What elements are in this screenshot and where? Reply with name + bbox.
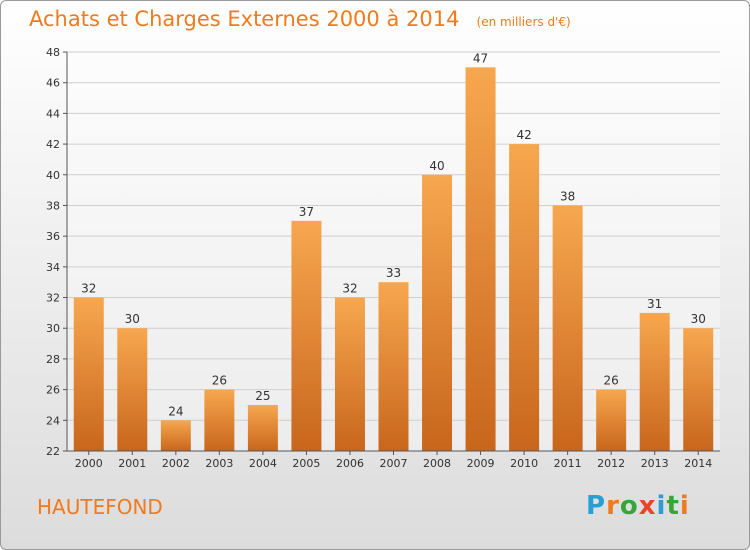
y-tick-label: 40 — [46, 169, 60, 182]
bar — [247, 404, 278, 451]
logo-letter: P — [586, 491, 607, 521]
x-tick-label: 2012 — [597, 457, 625, 470]
chart-title: Achats et Charges Externes 2000 à 2014 — [29, 7, 460, 31]
x-tick-label: 2011 — [554, 457, 582, 470]
x-tick-label: 2007 — [380, 457, 408, 470]
y-tick-label: 42 — [46, 138, 60, 151]
bar — [596, 389, 627, 451]
data-label: 33 — [386, 266, 401, 280]
logo-letter: o — [619, 491, 639, 521]
chart-subtitle: (en milliers d'€) — [476, 15, 571, 29]
y-tick-label: 24 — [46, 414, 60, 427]
y-tick-label: 38 — [46, 199, 60, 212]
bar — [334, 297, 365, 451]
data-label: 32 — [81, 282, 96, 296]
data-label: 37 — [299, 205, 314, 219]
axis-layer: 22 24 26 28 30 32 34 36 38 40 42 44 46 48 2000 2001 2002… — [46, 46, 720, 470]
data-label: 24 — [168, 404, 183, 418]
x-tick-label: 2005 — [292, 457, 320, 470]
commune-name: HAUTEFOND — [37, 495, 163, 519]
bar — [204, 389, 235, 451]
logo-letter: r — [606, 491, 620, 521]
bar — [73, 297, 104, 451]
data-label: 25 — [255, 389, 270, 403]
bar — [117, 328, 148, 451]
y-tick-label: 22 — [46, 445, 60, 458]
data-label: 38 — [560, 189, 575, 203]
x-tick-label: 2013 — [641, 457, 669, 470]
x-tick-label: 2010 — [510, 457, 538, 470]
bar — [291, 220, 322, 451]
y-tick-label: 28 — [46, 353, 60, 366]
bar — [160, 420, 191, 451]
x-tick-label: 2014 — [684, 457, 712, 470]
y-tick-label: 32 — [46, 292, 60, 305]
logo-letter: i — [679, 491, 690, 521]
y-tick-label: 36 — [46, 230, 60, 243]
bar — [683, 328, 714, 451]
data-label: 30 — [125, 312, 140, 326]
data-label: 26 — [604, 374, 619, 388]
x-tick-label: 2009 — [467, 457, 495, 470]
bar — [465, 67, 496, 451]
bar — [639, 312, 670, 451]
data-label: 31 — [647, 297, 662, 311]
y-tick-label: 34 — [46, 261, 60, 274]
data-label: 47 — [473, 51, 488, 65]
data-label: 40 — [429, 159, 444, 173]
data-label: 30 — [691, 312, 706, 326]
bar-layer: 32 30 24 26 25 37 32 33 40 47 42 38 26 31 30 — [73, 51, 714, 452]
data-label: 42 — [516, 128, 531, 142]
bar — [422, 174, 453, 451]
x-tick-label: 2008 — [423, 457, 451, 470]
bar — [378, 282, 409, 451]
x-tick-label: 2002 — [162, 457, 190, 470]
title-block: Achats et Charges Externes 2000 à 2014 (… — [29, 7, 571, 31]
y-tick-label: 30 — [46, 322, 60, 335]
proxiti-logo: Proxiti — [586, 491, 690, 521]
logo-letter: i — [656, 491, 667, 521]
x-tick-label: 2006 — [336, 457, 364, 470]
y-tick-label: 26 — [46, 384, 60, 397]
x-tick-label: 2003 — [205, 457, 233, 470]
x-tick-label: 2004 — [249, 457, 277, 470]
x-tick-label: 2001 — [118, 457, 146, 470]
x-tick-label: 2000 — [75, 457, 103, 470]
y-tick-label: 46 — [46, 77, 60, 90]
y-tick-label: 48 — [46, 46, 60, 59]
data-label: 32 — [342, 282, 357, 296]
data-label: 26 — [212, 374, 227, 388]
logo-letter: t — [666, 491, 680, 521]
y-tick-label: 44 — [46, 107, 60, 120]
bar — [552, 205, 583, 451]
bar — [509, 144, 540, 452]
logo-letter: x — [638, 491, 657, 521]
